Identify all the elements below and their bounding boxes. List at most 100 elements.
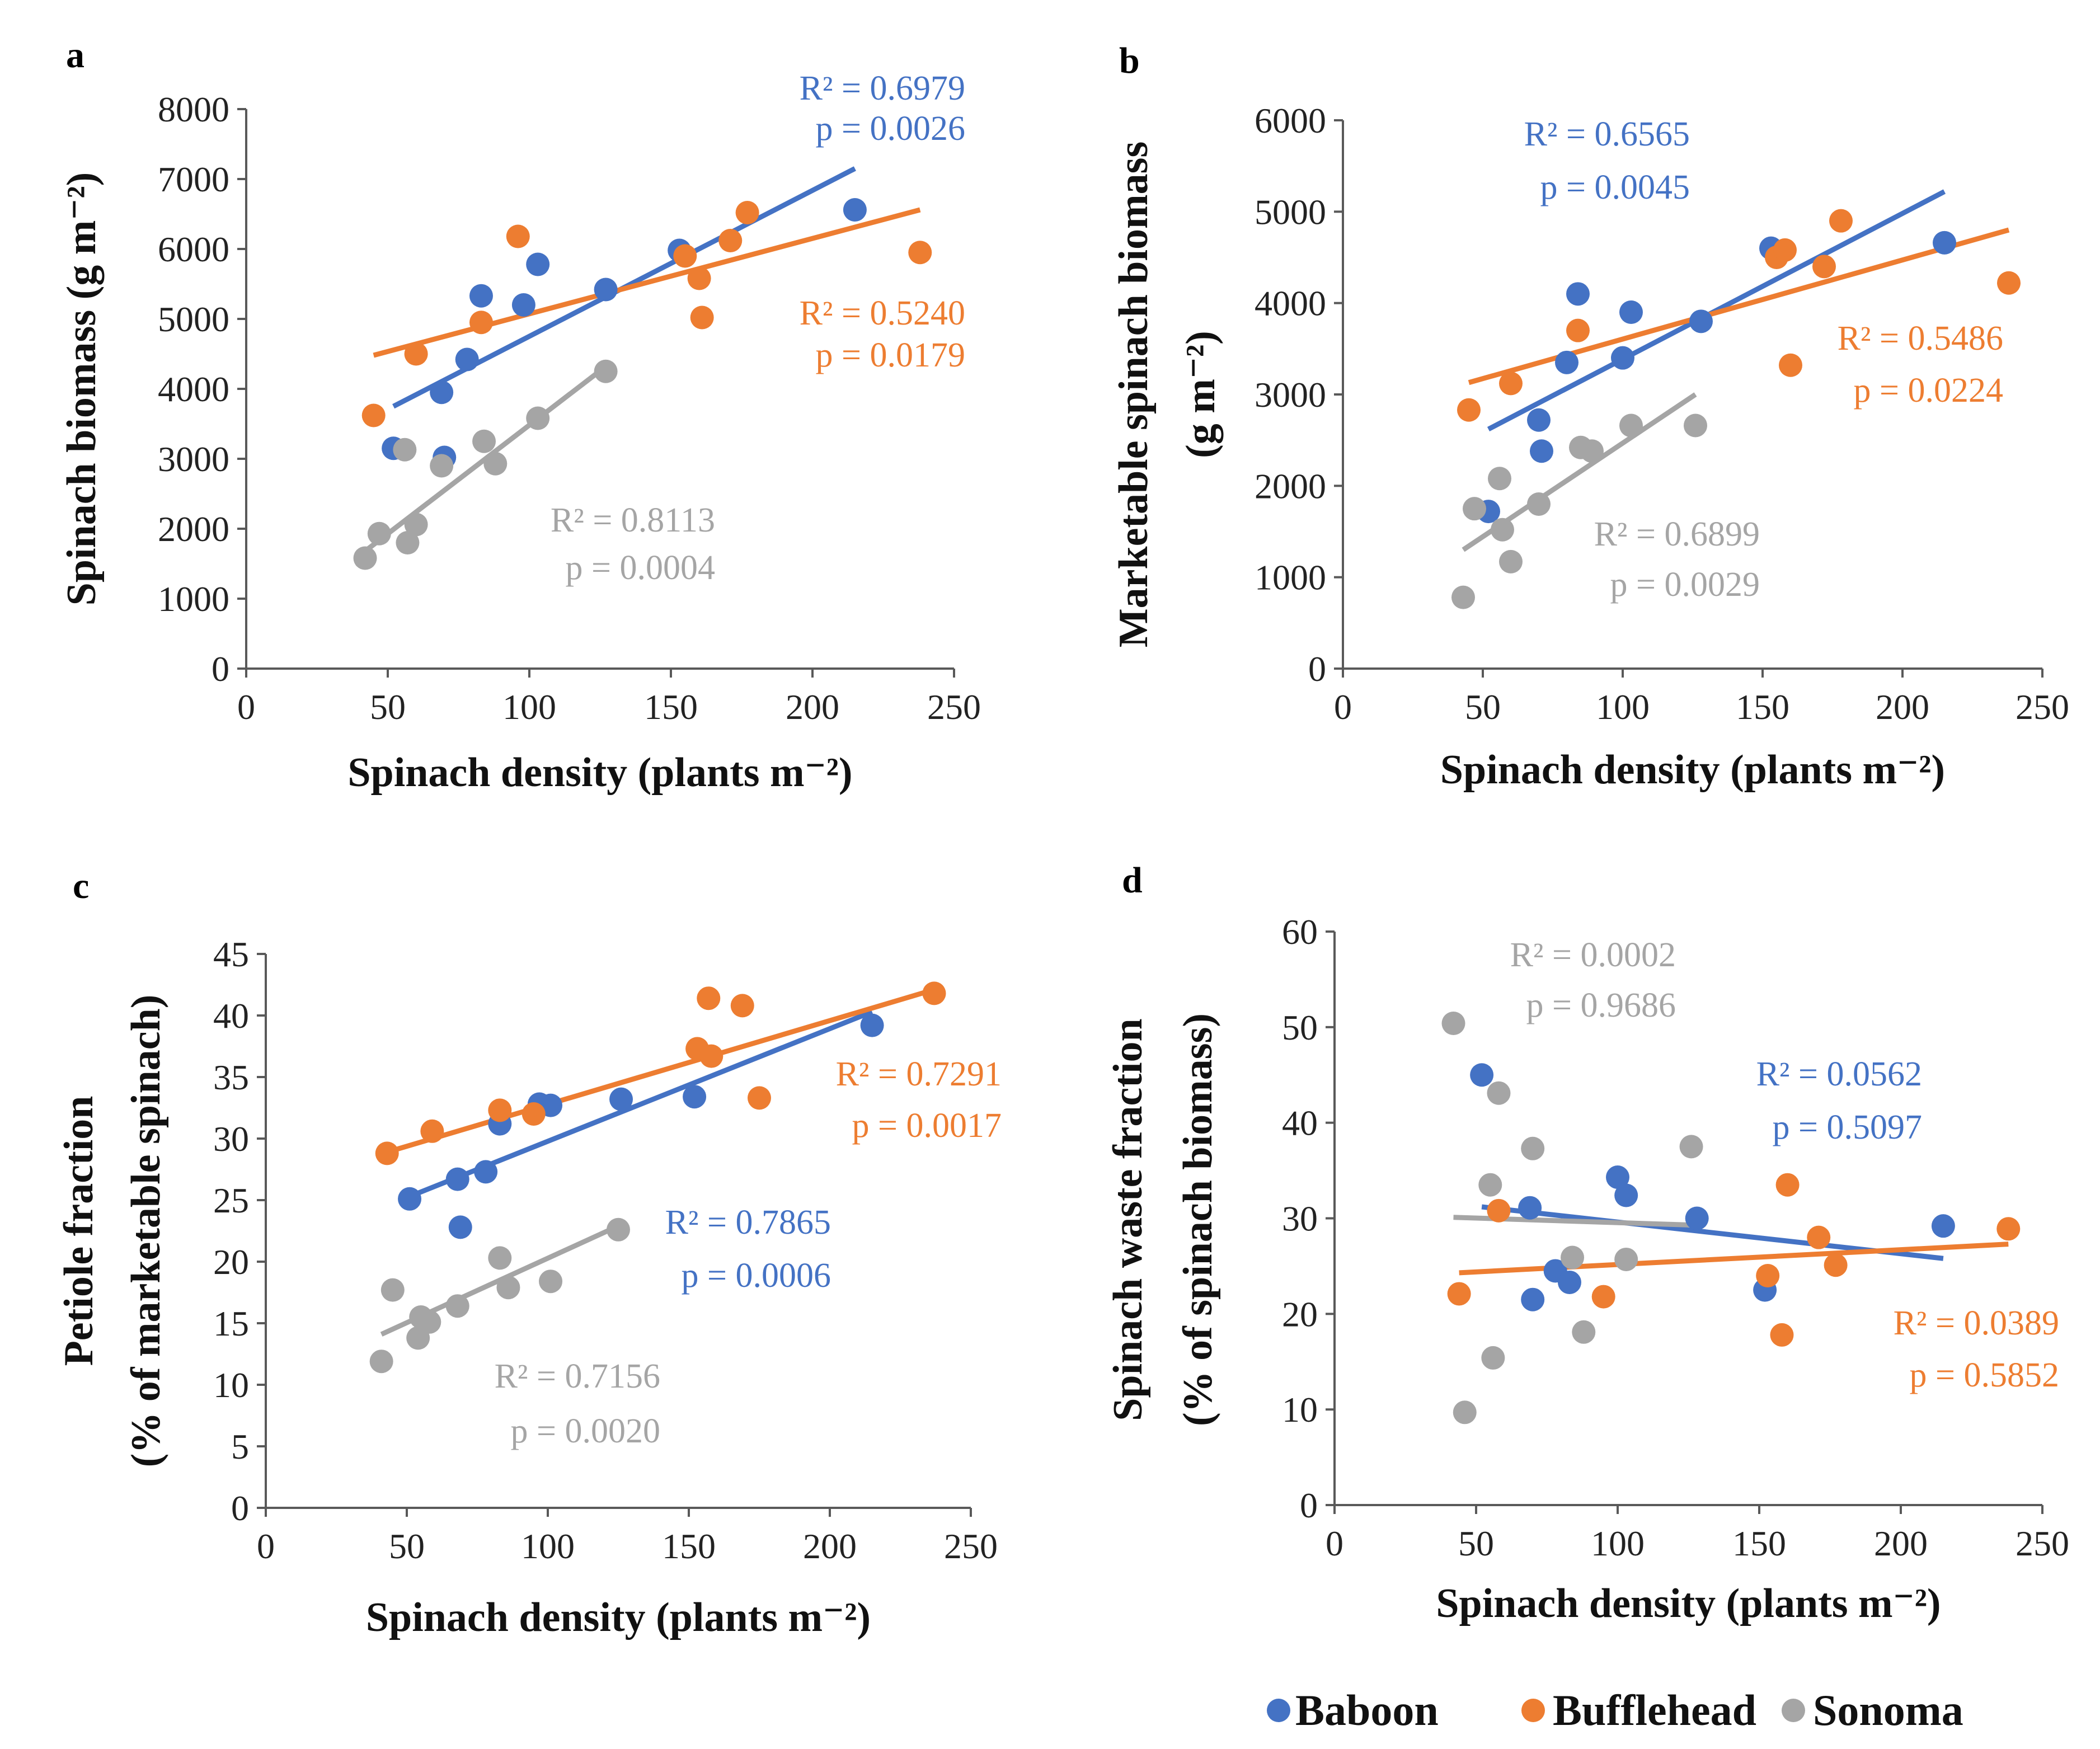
data-point-baboon bbox=[1931, 1214, 1955, 1238]
panel-a: 0 1000 2000 3000 4000 5000 6000 7000 8000 0 50 100 1… bbox=[59, 35, 981, 796]
panel-b: 0 1000 2000 3000 4000 5000 6000 0 50 100 150 200 250… bbox=[1111, 40, 2069, 793]
x-tick-label: 50 bbox=[1458, 1524, 1494, 1563]
data-point-sonoma bbox=[1451, 585, 1475, 609]
r-squared-label-baboon: R² = 0.7865 bbox=[665, 1203, 831, 1242]
data-point-sonoma bbox=[1580, 439, 1604, 463]
data-point-sonoma bbox=[1679, 1135, 1703, 1159]
y-tick-label: 10 bbox=[1282, 1390, 1318, 1430]
y-tick-label: 1000 bbox=[158, 579, 229, 619]
data-point-sonoma bbox=[1527, 492, 1551, 516]
y-tick-label: 4000 bbox=[158, 369, 229, 409]
y-tick-label: 4000 bbox=[1255, 284, 1326, 323]
panel-c: 0 5 10 15 20 25 30 35 40 45 0 50 100 150 200 250 c Spinac… bbox=[56, 866, 1002, 1640]
x-tick-label: 250 bbox=[927, 687, 981, 727]
data-point-bufflehead bbox=[1447, 1282, 1471, 1306]
data-point-bufflehead bbox=[1812, 255, 1836, 279]
r-squared-label-bufflehead: R² = 0.0389 bbox=[1894, 1304, 2059, 1342]
y-tick-label: 2000 bbox=[158, 509, 229, 549]
r-squared-label-sonoma: R² = 0.6899 bbox=[1594, 515, 1760, 553]
data-point-baboon bbox=[1566, 282, 1590, 306]
data-point-baboon bbox=[445, 1167, 469, 1191]
data-point-bufflehead bbox=[735, 201, 759, 224]
data-point-bufflehead bbox=[1775, 1173, 1800, 1197]
data-point-bufflehead bbox=[673, 244, 697, 268]
data-point-sonoma bbox=[1478, 1173, 1502, 1197]
data-point-baboon bbox=[455, 347, 479, 372]
x-tick-label: 100 bbox=[521, 1526, 575, 1566]
y-tick-label: 3000 bbox=[1255, 375, 1326, 415]
data-point-sonoma bbox=[396, 531, 420, 554]
data-point-bufflehead bbox=[1566, 318, 1590, 342]
data-point-sonoma bbox=[430, 454, 454, 478]
y-tick-label: 8000 bbox=[158, 90, 229, 129]
r-squared-label-bufflehead: R² = 0.7291 bbox=[836, 1055, 1002, 1093]
data-point-sonoma bbox=[380, 1278, 405, 1302]
data-point-bufflehead bbox=[404, 342, 428, 366]
x-tick-label: 200 bbox=[786, 687, 839, 727]
trendline-bufflehead bbox=[386, 987, 935, 1155]
x-tick-label: 200 bbox=[1874, 1524, 1928, 1563]
x-tick-label: 0 bbox=[257, 1526, 275, 1566]
y-tick-label: 0 bbox=[1300, 1485, 1318, 1525]
p-value-label-bufflehead: p = 0.0224 bbox=[1854, 372, 2003, 410]
y-tick-label: 5000 bbox=[1255, 192, 1326, 232]
data-point-sonoma bbox=[496, 1276, 520, 1300]
legend-marker-sonoma bbox=[1782, 1699, 1805, 1722]
data-point-sonoma bbox=[1561, 1245, 1585, 1270]
y-axis-title: (% of spinach biomass) bbox=[1175, 1013, 1221, 1426]
data-point-sonoma bbox=[1487, 1081, 1511, 1105]
data-point-baboon bbox=[683, 1085, 707, 1109]
legend-marker-bufflehead bbox=[1521, 1699, 1545, 1722]
y-tick-label: 50 bbox=[1282, 1008, 1318, 1047]
data-point-baboon bbox=[1527, 408, 1551, 432]
data-point-baboon bbox=[1470, 1063, 1494, 1087]
x-tick-label: 0 bbox=[1326, 1524, 1343, 1563]
data-point-bufflehead bbox=[1499, 372, 1523, 396]
legend-marker-baboon bbox=[1267, 1699, 1290, 1722]
data-point-baboon bbox=[398, 1187, 422, 1211]
p-value-label-bufflehead: p = 0.5852 bbox=[1910, 1356, 2059, 1394]
data-point-sonoma bbox=[1453, 1400, 1477, 1424]
y-tick-label: 1000 bbox=[1255, 558, 1326, 598]
data-point-bufflehead bbox=[1487, 1198, 1511, 1223]
y-tick-label: 35 bbox=[213, 1057, 249, 1097]
y-tick-label: 6000 bbox=[1255, 101, 1326, 140]
legend-label-sonoma: Sonoma bbox=[1813, 1686, 1963, 1734]
y-tick-label: 6000 bbox=[158, 229, 229, 269]
x-tick-label: 150 bbox=[1736, 687, 1789, 727]
y-tick-label: 5 bbox=[231, 1427, 249, 1466]
data-point-bufflehead bbox=[690, 305, 714, 330]
r-squared-label-sonoma: R² = 0.7156 bbox=[495, 1357, 660, 1395]
data-point-baboon bbox=[1611, 346, 1634, 370]
y-tick-label: 0 bbox=[231, 1488, 249, 1528]
data-point-bufflehead bbox=[687, 266, 711, 290]
legend: Baboon Bufflehead Sonoma bbox=[1267, 1686, 1963, 1734]
data-point-baboon bbox=[1530, 439, 1553, 463]
data-point-sonoma bbox=[369, 1350, 393, 1374]
p-value-label-baboon: p = 0.0026 bbox=[816, 110, 965, 148]
data-point-baboon bbox=[1619, 300, 1643, 324]
data-point-baboon bbox=[1689, 309, 1713, 333]
y-tick-label: 45 bbox=[213, 934, 249, 974]
y-tick-label: 5000 bbox=[158, 299, 229, 339]
y-tick-label: 25 bbox=[213, 1181, 249, 1220]
r-squared-label-bufflehead: R² = 0.5486 bbox=[1838, 319, 2003, 358]
r-squared-label-baboon: R² = 0.6565 bbox=[1524, 115, 1690, 153]
x-tick-label: 250 bbox=[2016, 1524, 2069, 1563]
y-axis-title: Spinach biomass (g m⁻²) bbox=[59, 172, 105, 606]
panel-d: 0 10 20 30 40 50 60 0 50 100 150 200 250 d Spinach den… bbox=[1105, 860, 2069, 1626]
data-point-baboon bbox=[1614, 1183, 1638, 1207]
p-value-label-sonoma: p = 0.0020 bbox=[511, 1412, 660, 1450]
y-tick-label: 2000 bbox=[1255, 466, 1326, 506]
r-squared-label-sonoma: R² = 0.0002 bbox=[1510, 936, 1676, 974]
data-point-bufflehead bbox=[1824, 1253, 1848, 1277]
data-point-baboon bbox=[843, 198, 867, 222]
x-tick-label: 100 bbox=[1596, 687, 1650, 727]
panel-label: d bbox=[1122, 860, 1143, 901]
data-point-baboon bbox=[526, 252, 550, 276]
data-point-sonoma bbox=[594, 359, 618, 383]
data-point-sonoma bbox=[445, 1294, 469, 1318]
y-tick-label: 0 bbox=[212, 649, 229, 689]
p-value-label-baboon: p = 0.0045 bbox=[1540, 168, 1690, 206]
x-tick-label: 100 bbox=[1591, 1524, 1645, 1563]
